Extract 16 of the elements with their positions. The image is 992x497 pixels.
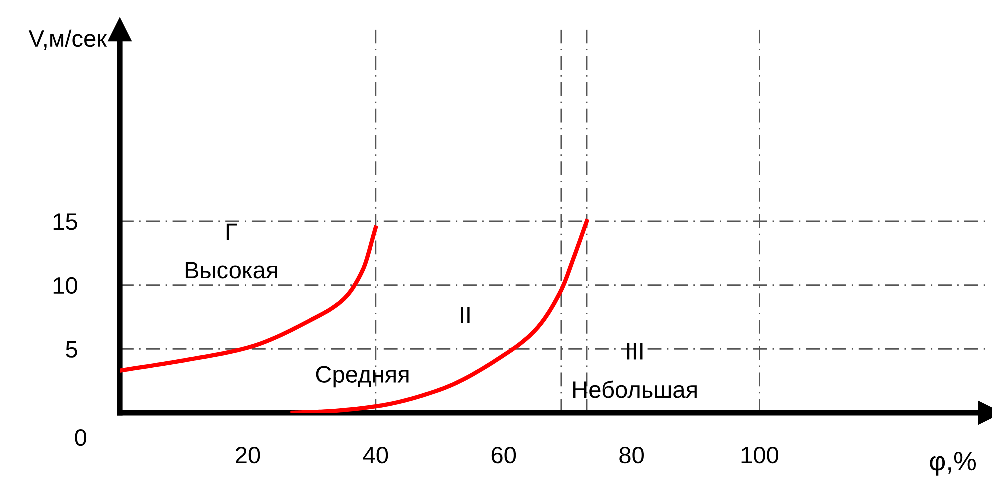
annotation: Г (226, 224, 238, 240)
x-tick-label: 60 (492, 446, 516, 464)
y-tick-label: 5 (66, 341, 78, 358)
x-tick-label: 20 (236, 446, 260, 464)
annotation: II (461, 307, 470, 324)
y-tick-label: 10 (54, 277, 78, 294)
annotation: Высокая (186, 262, 278, 279)
x-tick-label: 100 (742, 446, 778, 464)
x-tick-label: 40 (363, 446, 388, 464)
y-tick-label: 15 (54, 214, 78, 230)
x-axis-title: φ,% (930, 452, 976, 476)
x-tick-label: 80 (620, 446, 644, 464)
annotation: Небольшая (574, 380, 697, 398)
y-axis-title: V,м/сек (28, 30, 108, 50)
annotation: III (627, 343, 643, 360)
text: 0 (75, 429, 87, 446)
